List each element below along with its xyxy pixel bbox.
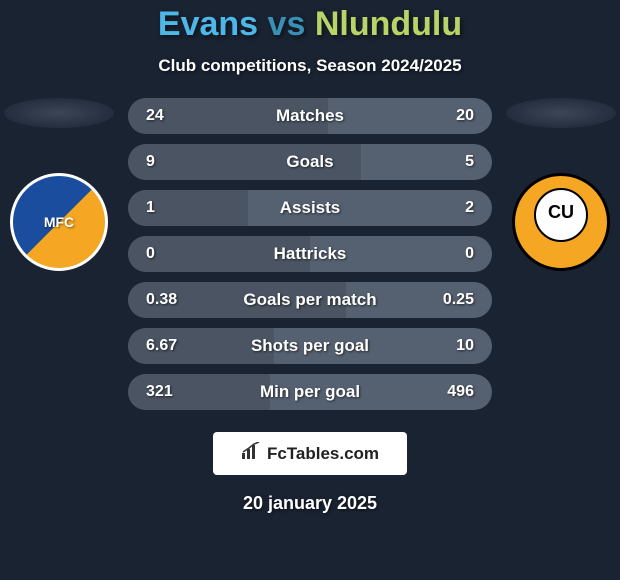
player1-name: Evans: [158, 5, 258, 43]
stat-left-value: 9: [146, 153, 155, 171]
stat-left-value: 321: [146, 383, 173, 401]
stat-label: Goals: [286, 152, 333, 172]
stat-left-value: 24: [146, 107, 164, 125]
stat-left-value: 0.38: [146, 291, 177, 309]
site-logo[interactable]: FcTables.com: [213, 432, 407, 475]
vs-label: vs: [268, 5, 306, 43]
stat-label: Min per goal: [260, 382, 360, 402]
chart-icon: [241, 442, 261, 465]
logo-text: FcTables.com: [267, 444, 379, 464]
comparison-card: Evans vs Nlundulu Club competitions, Sea…: [0, 0, 620, 580]
stat-right-value: 0.25: [443, 291, 474, 309]
stat-row: 0 Hattricks 0: [128, 236, 492, 272]
main-area: 24Matches209Goals51Assists20Hattricks00.…: [0, 98, 620, 410]
stat-right-value: 20: [456, 107, 474, 125]
stat-right-value: 496: [447, 383, 474, 401]
stat-label: Assists: [280, 198, 340, 218]
stat-row: 1 Assists 2: [128, 190, 492, 226]
player1-silhouette: [4, 98, 114, 128]
stat-left-value: 0: [146, 245, 155, 263]
player2-name: Nlundulu: [315, 5, 462, 43]
stat-label: Shots per goal: [251, 336, 369, 356]
stat-right-value: 10: [456, 337, 474, 355]
stat-row: 9 Goals 5: [128, 144, 492, 180]
left-side: [0, 98, 118, 271]
right-side: [502, 98, 620, 271]
date-label: 20 january 2025: [243, 493, 377, 514]
stat-row: 24 Matches 20: [128, 98, 492, 134]
subtitle: Club competitions, Season 2024/2025: [158, 56, 461, 76]
stat-right-value: 2: [465, 199, 474, 217]
club-badge-left: [10, 173, 108, 271]
stat-row: 0.38 Goals per match 0.25: [128, 282, 492, 318]
player2-silhouette: [506, 98, 616, 128]
stat-row: 321 Min per goal 496: [128, 374, 492, 410]
stat-row: 6.67 Shots per goal 10: [128, 328, 492, 364]
stats-list: 24Matches209Goals51Assists20Hattricks00.…: [128, 98, 492, 410]
stat-label: Matches: [276, 106, 344, 126]
page-title: Evans vs Nlundulu: [158, 5, 462, 44]
stat-label: Hattricks: [274, 244, 347, 264]
stat-left-value: 6.67: [146, 337, 177, 355]
club-badge-right: [512, 173, 610, 271]
stat-right-value: 0: [465, 245, 474, 263]
stat-label: Goals per match: [243, 290, 376, 310]
stat-right-value: 5: [465, 153, 474, 171]
stat-left-value: 1: [146, 199, 155, 217]
